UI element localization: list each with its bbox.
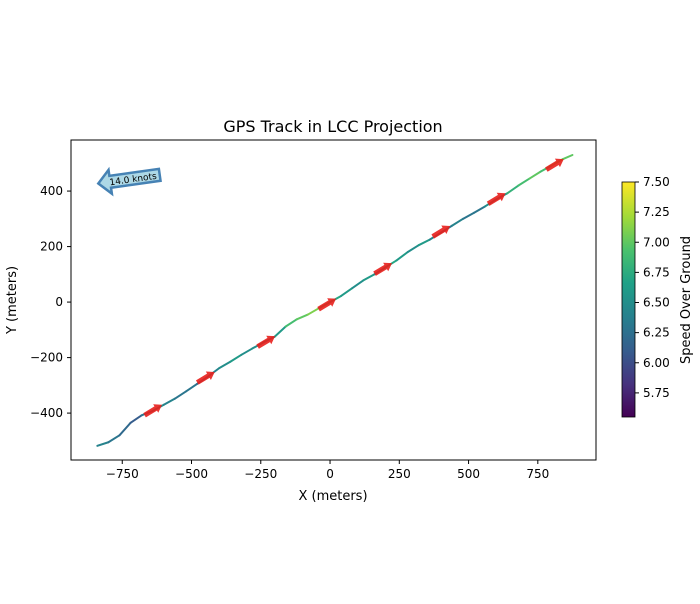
y-axis-label: Y (meters) (5, 266, 20, 335)
direction-arrow-icon (317, 298, 337, 312)
track-segment (517, 177, 531, 187)
colorbar-tick-label: 6.25 (643, 326, 670, 340)
speed-annotation: 14.0 knots (96, 166, 162, 197)
direction-arrow-icon (431, 225, 451, 239)
track-segment (362, 273, 376, 282)
colorbar-tick-label: 6.00 (643, 356, 670, 370)
chart-title: GPS Track in LCC Projection (223, 117, 442, 136)
track-segment (240, 347, 254, 356)
track-segment (528, 170, 542, 180)
y-axis: −400 −200 0 200 400 (30, 184, 71, 420)
direction-arrow-icon (545, 158, 564, 172)
colorbar-tick-label: 5.75 (643, 386, 670, 400)
track-segment (340, 287, 354, 297)
track-segment (229, 353, 243, 363)
annotation-arrow-icon (96, 166, 162, 197)
track-segment (284, 318, 298, 328)
y-tick-label: −200 (30, 351, 63, 365)
y-tick-label: 200 (40, 240, 63, 254)
colorbar-ticks: 5.75 6.00 6.25 6.50 6.75 7.00 7.25 7.50 (635, 175, 670, 400)
track-segment (450, 217, 465, 227)
x-axis: −750 −500 −250 0 250 500 750 (106, 460, 549, 481)
track-segment (417, 238, 431, 247)
colorbar-tick-label: 6.75 (643, 265, 670, 279)
track-segment (118, 421, 132, 437)
direction-arrows (143, 158, 564, 418)
y-tick-label: 400 (40, 184, 63, 198)
colorbar-tick-label: 7.00 (643, 235, 670, 249)
track-segment (162, 397, 176, 406)
direction-arrow-icon (486, 192, 506, 206)
track-segment (218, 360, 232, 370)
track-segment (273, 325, 287, 338)
x-tick-label: −750 (106, 467, 139, 481)
colorbar (621, 181, 636, 418)
track-segment (462, 211, 476, 220)
track-segment (306, 307, 320, 316)
track-segment (395, 251, 409, 262)
track-segment (473, 205, 487, 214)
track-segment (406, 244, 420, 254)
direction-arrow-icon (143, 404, 163, 418)
track-segment (561, 153, 574, 161)
track-segment (107, 434, 121, 444)
x-tick-label: 750 (526, 467, 549, 481)
x-tick-label: 250 (388, 467, 411, 481)
direction-arrow-icon (373, 262, 393, 276)
x-tick-label: 0 (326, 467, 334, 481)
plot-frame (70, 139, 597, 461)
track-segment (129, 414, 143, 424)
direction-arrow-icon (195, 371, 215, 385)
colorbar-tick-label: 7.50 (643, 175, 670, 189)
direction-arrow-icon (256, 335, 276, 349)
track-segment (295, 313, 309, 321)
colorbar-tick-label: 7.25 (643, 205, 670, 219)
colorbar-tick-label: 6.50 (643, 296, 670, 310)
track-segment (173, 390, 187, 400)
y-tick-label: −400 (30, 406, 63, 420)
x-tick-label: −250 (244, 467, 277, 481)
y-tick-label: 0 (55, 295, 63, 309)
colorbar-label: Speed Over Ground (679, 236, 694, 364)
track-segment (506, 184, 520, 195)
track-segment (351, 279, 365, 290)
x-axis-label: X (meters) (298, 489, 367, 504)
x-tick-label: 500 (457, 467, 480, 481)
track-segment (96, 441, 110, 447)
x-tick-label: −500 (175, 467, 208, 481)
track-segment (184, 382, 199, 393)
